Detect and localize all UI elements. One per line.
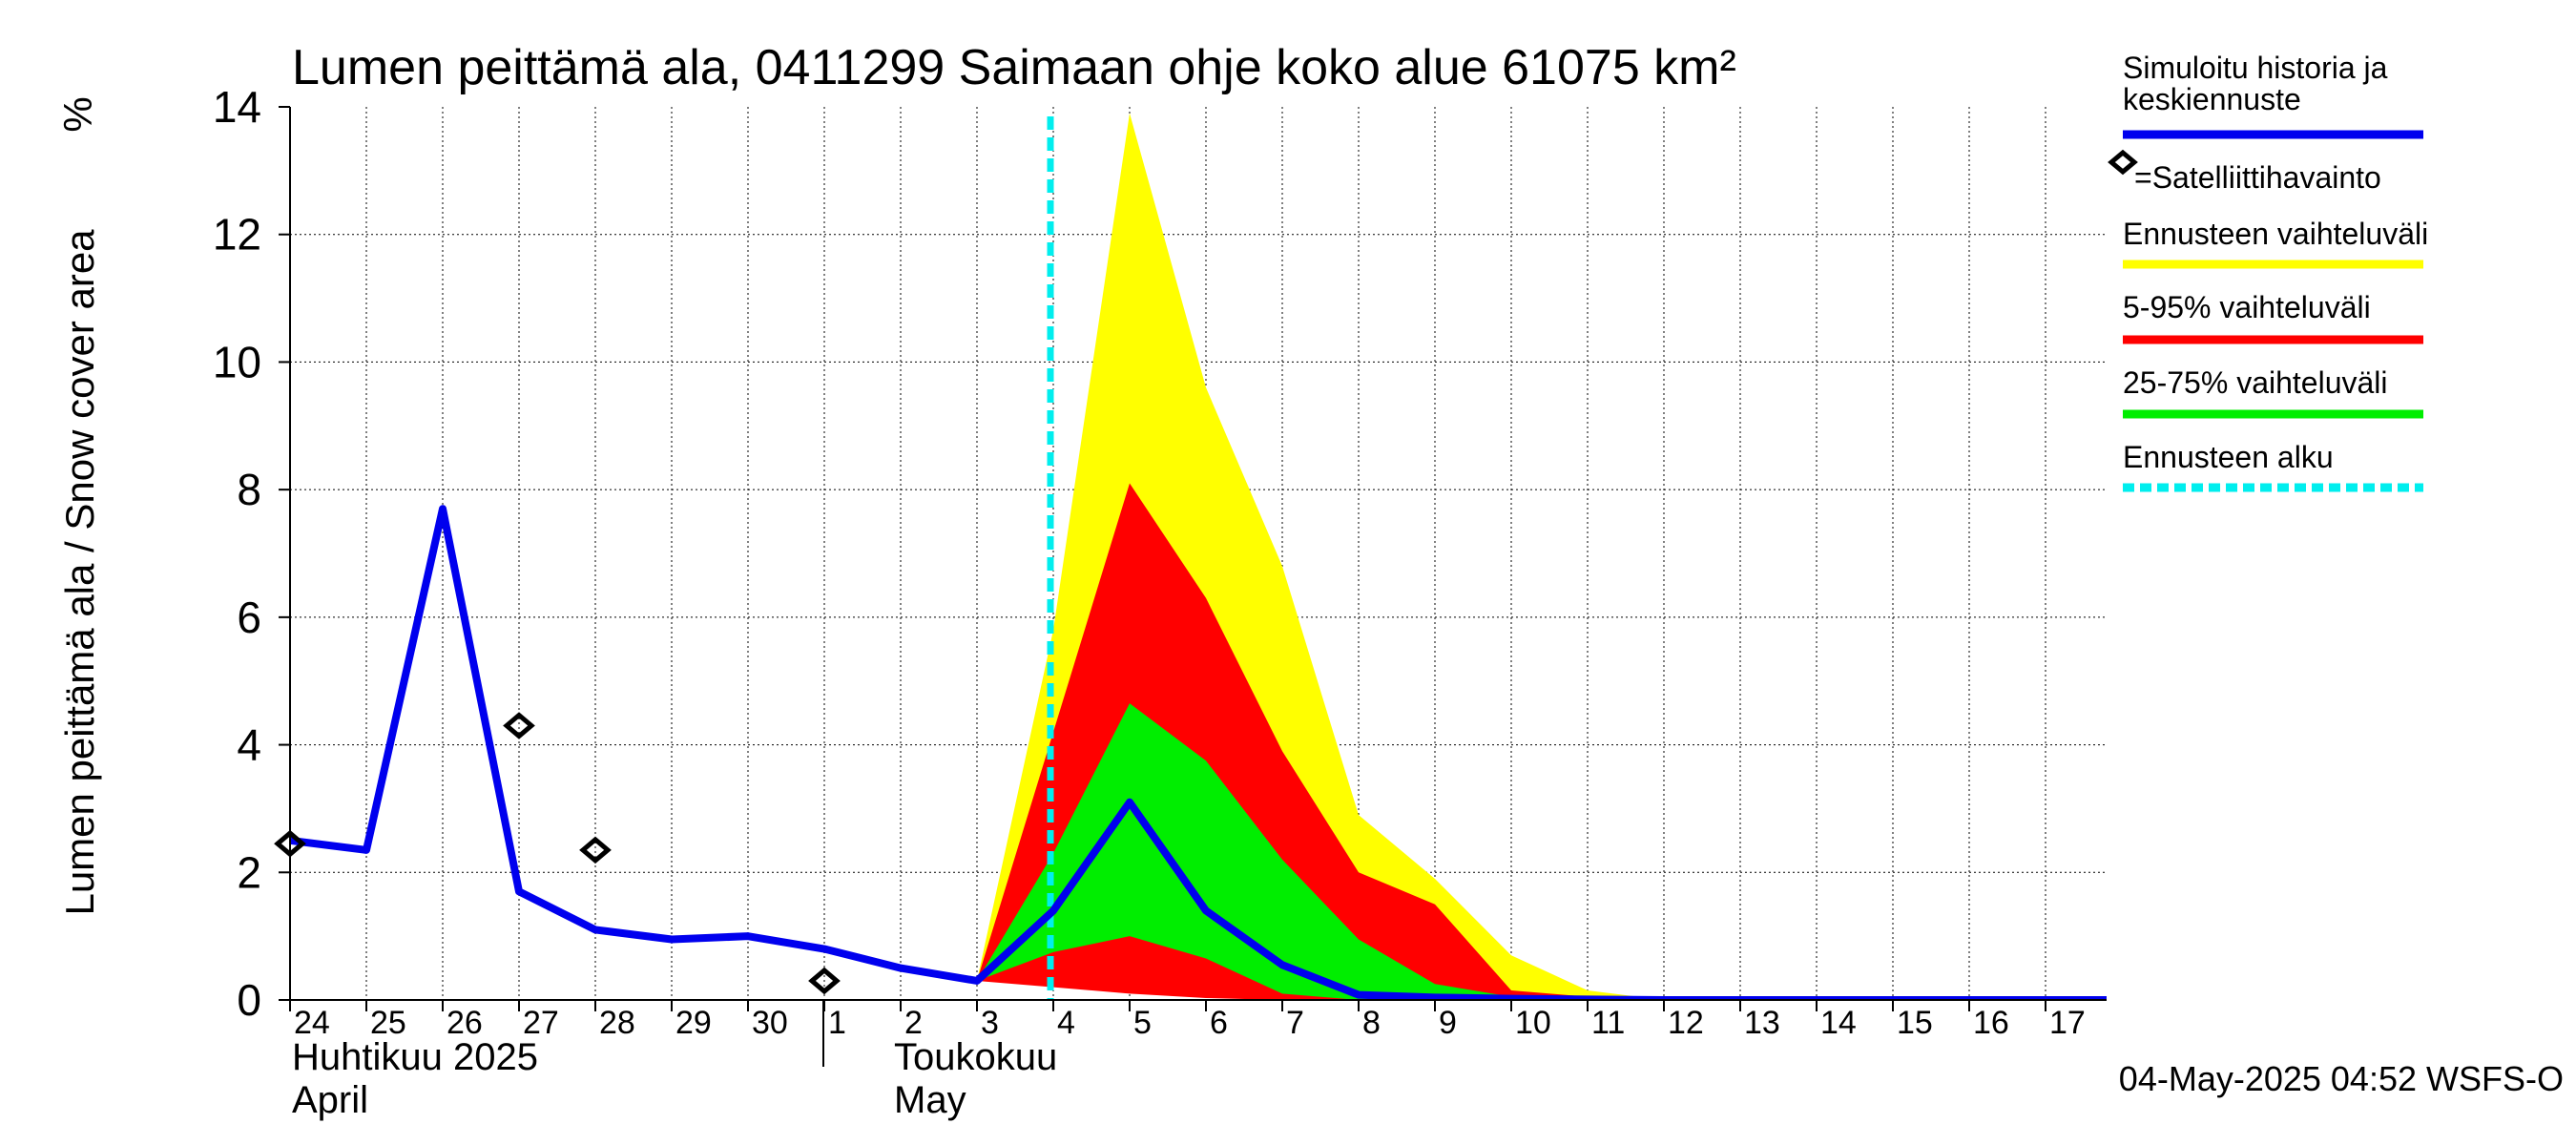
x-tick-label: 11	[1591, 1005, 1625, 1041]
x-tick-label: 15	[1897, 1005, 1933, 1041]
x-tick-label: 8	[1362, 1005, 1381, 1041]
x-tick-label: 2	[904, 1005, 923, 1041]
x-tick-label: 24	[294, 1005, 330, 1041]
y-tick-label: 2	[237, 847, 261, 897]
y-ticks: 0 2 4 6 8 10 12 14	[213, 82, 290, 1025]
y-tick-label: 0	[237, 975, 261, 1025]
month-label-fi: Toukokuu	[894, 1036, 1057, 1078]
month-label-fi: Huhtikuu 2025	[292, 1036, 538, 1078]
x-tick-label: 9	[1439, 1005, 1457, 1041]
y-axis-unit: %	[55, 96, 100, 132]
month-label-en: April	[292, 1079, 368, 1121]
legend-label: 25-75% vaihteluväli	[2123, 365, 2388, 400]
y-tick-label: 14	[213, 82, 261, 132]
legend-label: Ennusteen vaihteluväli	[2123, 217, 2428, 251]
y-tick-label: 12	[213, 210, 261, 260]
legend-label: keskiennuste	[2123, 82, 2301, 116]
x-tick-label: 12	[1668, 1005, 1704, 1041]
satellite-observation-marker	[579, 836, 612, 864]
x-tick-label: 27	[523, 1005, 559, 1041]
timestamp-footer: 04-May-2025 04:52 WSFS-O	[2119, 1059, 2564, 1098]
y-tick-label: 4	[237, 720, 261, 770]
x-tick-label: 3	[981, 1005, 999, 1041]
satellite-observation-marker	[808, 967, 841, 995]
x-tick-label: 5	[1133, 1005, 1152, 1041]
y-tick-label: 6	[237, 593, 261, 642]
x-tick-label: 30	[752, 1005, 788, 1041]
y-axis-label: Lumen peittämä ala / Snow cover area	[57, 229, 102, 916]
satellite-observation-marker	[503, 712, 535, 739]
legend-label: 5-95% vaihteluväli	[2123, 290, 2371, 324]
x-ticks: 24 25 26 27 28 29 30 1 2 3 4 5 6 7 8 9 10 11 12 13 14 15 16 17	[289, 1000, 2086, 1041]
x-tick-label: 25	[370, 1005, 406, 1041]
legend-label: =Satelliittihavainto	[2134, 160, 2381, 195]
x-tick-label: 1	[828, 1005, 846, 1041]
x-tick-label: 26	[447, 1005, 483, 1041]
x-tick-label: 6	[1210, 1005, 1228, 1041]
x-tick-label: 10	[1515, 1005, 1551, 1041]
x-tick-label: 29	[675, 1005, 712, 1041]
x-tick-label: 28	[599, 1005, 635, 1041]
x-tick-label: 14	[1820, 1005, 1857, 1041]
y-tick-label: 8	[237, 465, 261, 514]
series-lines	[290, 116, 2107, 1000]
legend-marker-diamond	[2108, 149, 2138, 176]
legend-label: Simuloitu historia ja	[2123, 51, 2388, 85]
month-label-en: May	[894, 1079, 966, 1121]
y-tick-label: 10	[213, 337, 261, 386]
forecast-bands	[977, 113, 1664, 1000]
median-line	[290, 505, 2107, 1000]
band-25-75-vaihteluv-li	[977, 703, 1664, 1000]
satellite-observation-marker	[274, 829, 306, 858]
x-tick-label: 16	[1973, 1005, 2009, 1041]
x-tick-label: 17	[2049, 1005, 2086, 1041]
x-tick-label: 13	[1744, 1005, 1780, 1041]
legend-label: Ennusteen alku	[2123, 440, 2334, 474]
x-tick-label: 7	[1286, 1005, 1304, 1041]
x-tick-label: 4	[1057, 1005, 1075, 1041]
chart-title: Lumen peittämä ala, 0411299 Saimaan ohje…	[292, 40, 1736, 95]
plot-frame	[274, 107, 2107, 1001]
